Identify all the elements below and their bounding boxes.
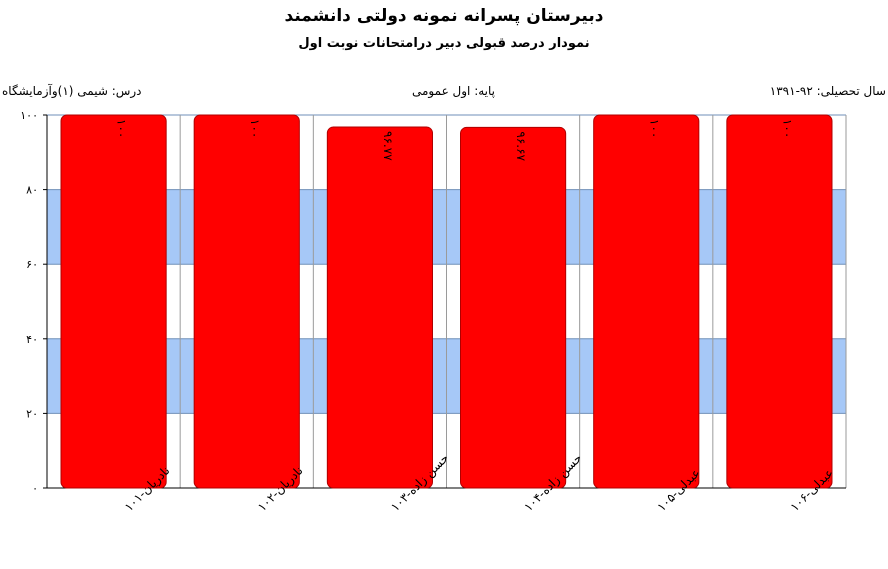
chart-title: دبیرستان پسرانه نمونه دولتی دانشمند [284,6,604,26]
bar-value-label: ۹۶.۶۷ [514,131,528,161]
course-label: درس: شیمی (۱)وآزمایشگاه [2,84,142,98]
bar-value-label: ۹۶.۷۷ [381,131,395,161]
y-tick-label: ۰ [32,482,38,495]
bar-value-label: ۱۰۰ [780,119,794,138]
bar [460,126,567,489]
bar-value-label: ۱۰۰ [647,119,661,138]
bar [326,126,434,489]
y-tick-label: ۶۰ [26,258,38,271]
chart-subtitle: نمودار درصد قبولی دبیر درامتحانات نوبت ا… [298,36,590,51]
bar-value-label: ۱۰۰ [115,119,129,138]
y-tick-label: ۱۰۰ [20,109,38,122]
y-tick-label: ۸۰ [26,184,38,197]
bar [593,114,700,489]
y-tick-label: ۲۰ [26,407,38,420]
y-tick-label: ۴۰ [26,333,38,346]
bar-value-label: ۱۰۰ [248,119,262,138]
bar [60,114,167,489]
grade-label: پایه: اول عمومی [412,84,496,98]
bar [193,114,300,489]
school-year-label: سال تحصیلی: ۹۲-۱۳۹۱ [769,84,886,98]
bar [726,114,833,489]
